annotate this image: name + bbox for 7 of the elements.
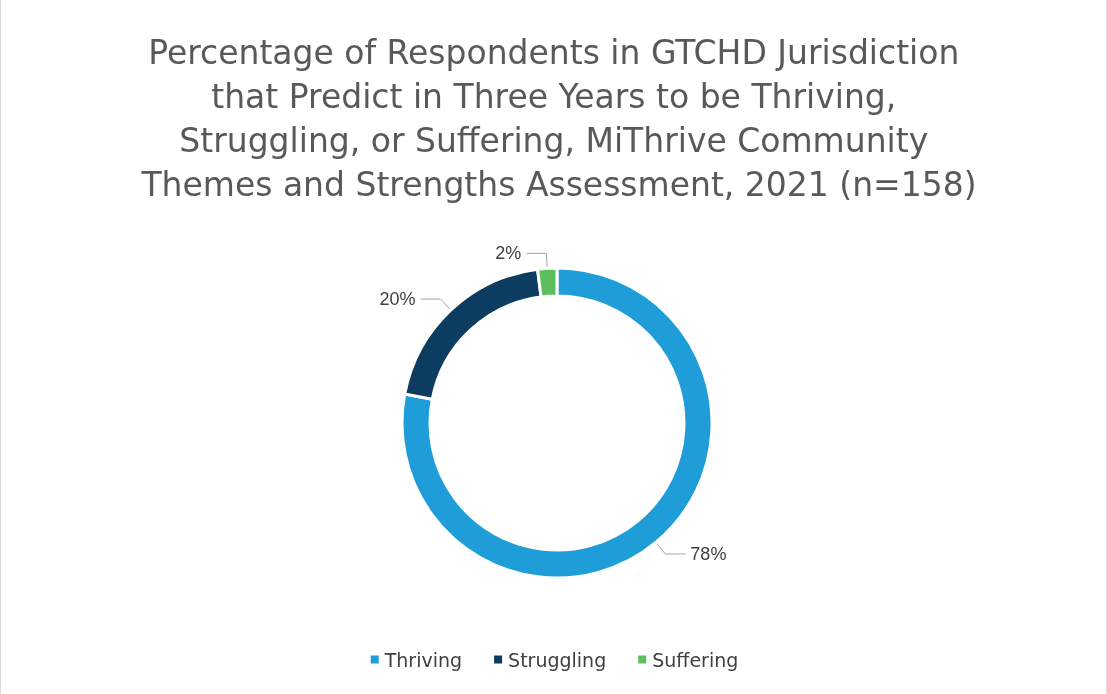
chart-title: Percentage of Respondents in GTCHD Jurisdiction that Predict in Three Years to be Thriving, Struggling, or Suffering, MiThrive Community Themes and Strengths Assessment, 2021 (n=158) [140,32,977,204]
legend-label: Struggling [508,648,607,671]
legend-label: Thriving [383,648,463,671]
legend-label: Suffering [652,648,739,671]
data-label: 20% [379,289,416,310]
data-label: 2% [495,243,522,264]
data-label: 78% [690,543,727,564]
